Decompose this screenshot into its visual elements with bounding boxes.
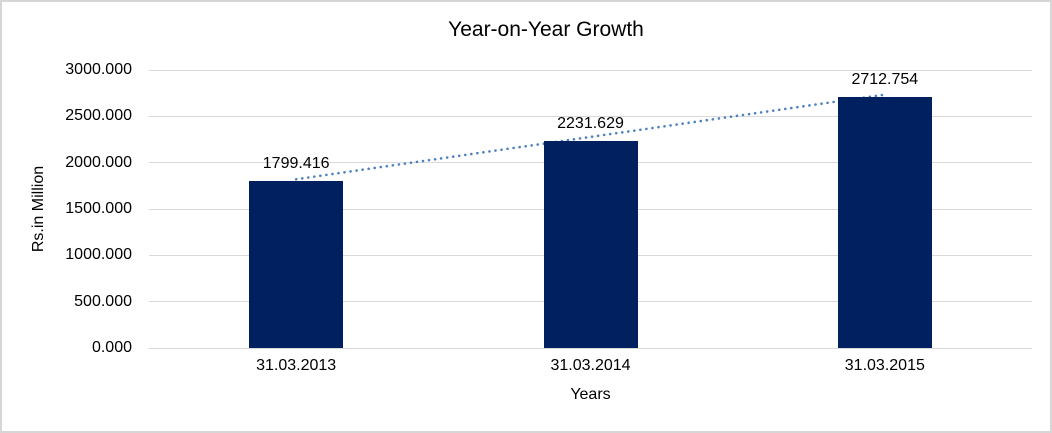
y-tick-label: 500.000: [74, 292, 132, 310]
bar-31.03.2014: [543, 141, 638, 348]
y-tick-label: 1500.000: [65, 200, 132, 217]
bar-31.03.2015: [837, 96, 932, 348]
x-category-label: 31.03.2013: [256, 357, 337, 374]
y-tick-label: 2000.000: [65, 153, 132, 171]
bar-value-label: 2231.629: [557, 115, 624, 133]
x-category-label: 31.03.2014: [550, 357, 631, 374]
bar-31.03.2013: [249, 181, 344, 348]
y-tick-label: 2500.000: [65, 107, 132, 125]
y-tick-label: 3000.000: [65, 61, 132, 78]
gridline: [149, 347, 1032, 349]
x-category-label: 31.03.2015: [844, 357, 925, 374]
bar-value-label: 2712.754: [851, 70, 919, 88]
chart-title: Year-on-Year Growth: [448, 18, 644, 41]
y-tick-label: 1000.000: [65, 246, 132, 264]
gridline: [149, 69, 1032, 71]
bar-value-label: 1799.416: [262, 155, 330, 173]
y-tick-label: 0.000: [91, 339, 132, 356]
x-axis-title: Years: [570, 386, 611, 403]
